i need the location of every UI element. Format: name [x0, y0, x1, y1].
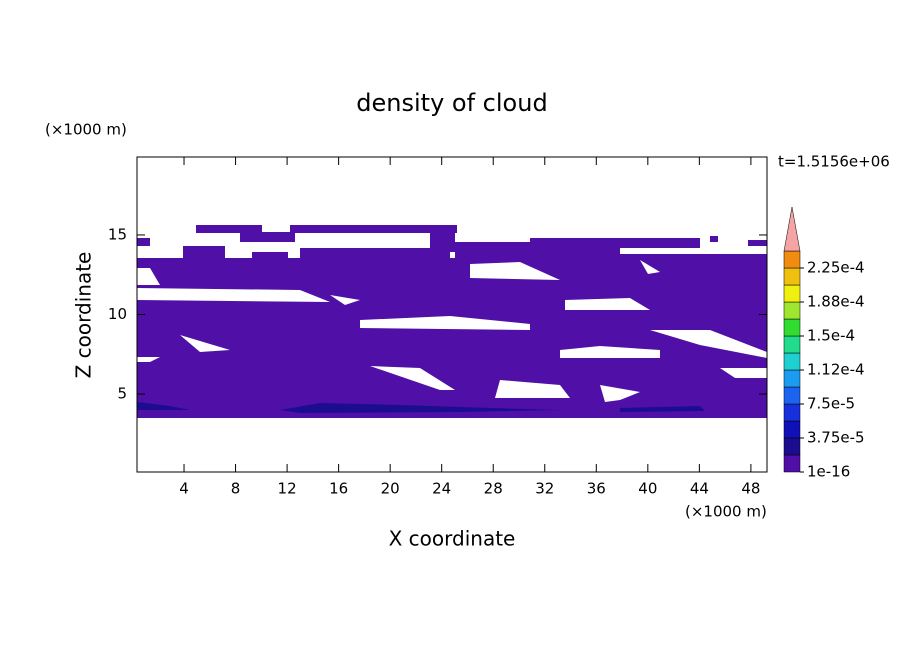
colorbar-box — [783, 284, 801, 303]
colorbar-label: 1.88e-4 — [807, 293, 865, 311]
colorbar-box — [783, 250, 801, 269]
colorbar-box — [783, 267, 801, 286]
x-tick-label: 20 — [381, 480, 400, 498]
colorbar-label: 1.5e-4 — [807, 327, 855, 345]
y-tick-label: 5 — [117, 385, 127, 403]
x-tick-label: 36 — [587, 480, 606, 498]
colorbar-label: 1.12e-4 — [807, 361, 865, 379]
colorbar-label: 2.25e-4 — [807, 259, 865, 277]
x-tick-label: 28 — [484, 480, 503, 498]
colorbar-box — [783, 386, 801, 405]
colorbar-box — [783, 437, 801, 456]
x-tick-label: 12 — [278, 480, 297, 498]
colorbar-box — [783, 318, 801, 337]
y-unit: (×1000 m) — [45, 121, 127, 139]
x-tick-label: 40 — [638, 480, 657, 498]
x-tick-label: 32 — [535, 480, 554, 498]
colorbar-label: 7.5e-5 — [807, 395, 855, 413]
field-high — [137, 402, 705, 413]
colorbar-box — [783, 454, 801, 473]
colorbar-box — [783, 369, 801, 388]
colorbar-box — [783, 301, 801, 320]
chart-title: density of cloud — [356, 89, 547, 117]
x-axis-label: X coordinate — [389, 527, 516, 551]
y-tick-label: 10 — [108, 305, 127, 323]
field-gaps — [137, 260, 767, 402]
colorbar-label: 3.75e-5 — [807, 429, 865, 447]
x-unit: (×1000 m) — [685, 503, 767, 521]
x-tick-label: 4 — [179, 480, 189, 498]
x-tick-label: 16 — [329, 480, 348, 498]
colorbar-box — [783, 352, 801, 371]
time-label: t=1.5156e+06 — [778, 153, 890, 171]
colorbar-box — [783, 335, 801, 354]
x-tick-label: 48 — [741, 480, 760, 498]
colorbar-box — [783, 403, 801, 422]
colorbar-over — [783, 206, 801, 252]
x-tick-label: 44 — [690, 480, 709, 498]
colorbar-box — [783, 420, 801, 439]
cloud-field — [137, 225, 767, 418]
x-tick-label: 24 — [432, 480, 451, 498]
x-tick-label: 8 — [231, 480, 241, 498]
colorbar-label: 1e-16 — [807, 463, 850, 481]
y-tick-label: 15 — [108, 225, 127, 243]
y-axis-label: Z coordinate — [72, 252, 96, 379]
